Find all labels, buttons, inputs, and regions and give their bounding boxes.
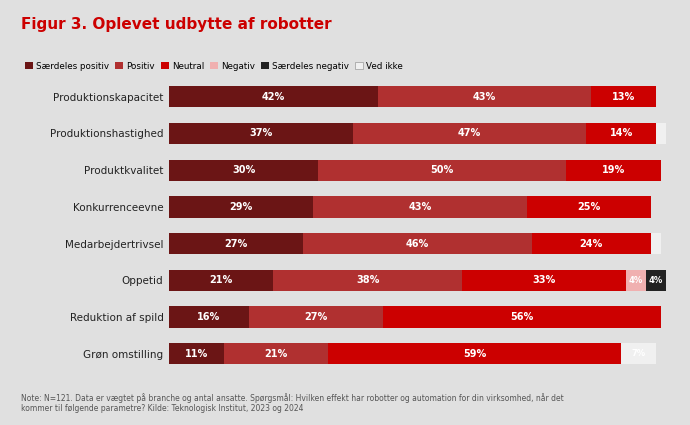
Bar	[248, 306, 383, 328]
Bar	[169, 123, 353, 144]
Bar	[328, 343, 621, 365]
Bar	[586, 123, 656, 144]
Bar	[591, 86, 656, 108]
Text: 42%: 42%	[262, 92, 285, 102]
Bar	[169, 233, 303, 254]
Bar	[353, 123, 586, 144]
Bar	[383, 306, 661, 328]
Text: 24%: 24%	[580, 238, 603, 249]
Bar	[313, 196, 526, 218]
Bar	[169, 159, 318, 181]
Bar	[224, 343, 328, 365]
Bar	[273, 270, 462, 291]
Bar	[303, 233, 532, 254]
Bar	[656, 123, 666, 144]
Bar	[462, 270, 626, 291]
Bar	[169, 86, 377, 108]
Bar	[318, 159, 566, 181]
Text: Figur 3. Oplevet udbytte af robotter: Figur 3. Oplevet udbytte af robotter	[21, 17, 331, 32]
Legend: Særdeles positiv, Positiv, Neutral, Negativ, Særdeles negativ, Ved ikke: Særdeles positiv, Positiv, Neutral, Nega…	[25, 62, 402, 71]
Bar	[651, 233, 661, 254]
Text: 46%: 46%	[406, 238, 429, 249]
Text: 21%: 21%	[210, 275, 233, 285]
Text: 47%: 47%	[458, 128, 481, 139]
Text: 38%: 38%	[356, 275, 380, 285]
Text: Note: N=121. Data er vægtet på branche og antal ansatte. Spørgsmål: Hvilken effe: Note: N=121. Data er vægtet på branche o…	[21, 393, 564, 414]
Text: 4%: 4%	[629, 276, 643, 285]
Bar	[169, 196, 313, 218]
Bar	[621, 343, 656, 365]
Bar	[169, 306, 248, 328]
Bar	[377, 86, 591, 108]
Text: 13%: 13%	[612, 92, 635, 102]
Text: 27%: 27%	[224, 238, 248, 249]
Text: 29%: 29%	[230, 202, 253, 212]
Bar	[526, 196, 651, 218]
Bar	[566, 159, 661, 181]
Text: 43%: 43%	[408, 202, 431, 212]
Text: 30%: 30%	[232, 165, 255, 175]
Text: 16%: 16%	[197, 312, 220, 322]
Bar	[169, 343, 224, 365]
Text: 27%: 27%	[304, 312, 327, 322]
Bar	[169, 270, 273, 291]
Text: 37%: 37%	[249, 128, 273, 139]
Text: 59%: 59%	[463, 349, 486, 359]
Bar	[646, 270, 666, 291]
Text: 21%: 21%	[264, 349, 288, 359]
Text: 4%: 4%	[649, 276, 663, 285]
Bar	[532, 233, 651, 254]
Text: 11%: 11%	[185, 349, 208, 359]
Bar	[626, 270, 646, 291]
Text: 19%: 19%	[602, 165, 625, 175]
Text: 25%: 25%	[578, 202, 600, 212]
Text: 7%: 7%	[631, 349, 646, 358]
Text: 56%: 56%	[510, 312, 533, 322]
Text: 43%: 43%	[473, 92, 496, 102]
Text: 50%: 50%	[431, 165, 454, 175]
Text: 33%: 33%	[533, 275, 555, 285]
Text: 14%: 14%	[609, 128, 633, 139]
